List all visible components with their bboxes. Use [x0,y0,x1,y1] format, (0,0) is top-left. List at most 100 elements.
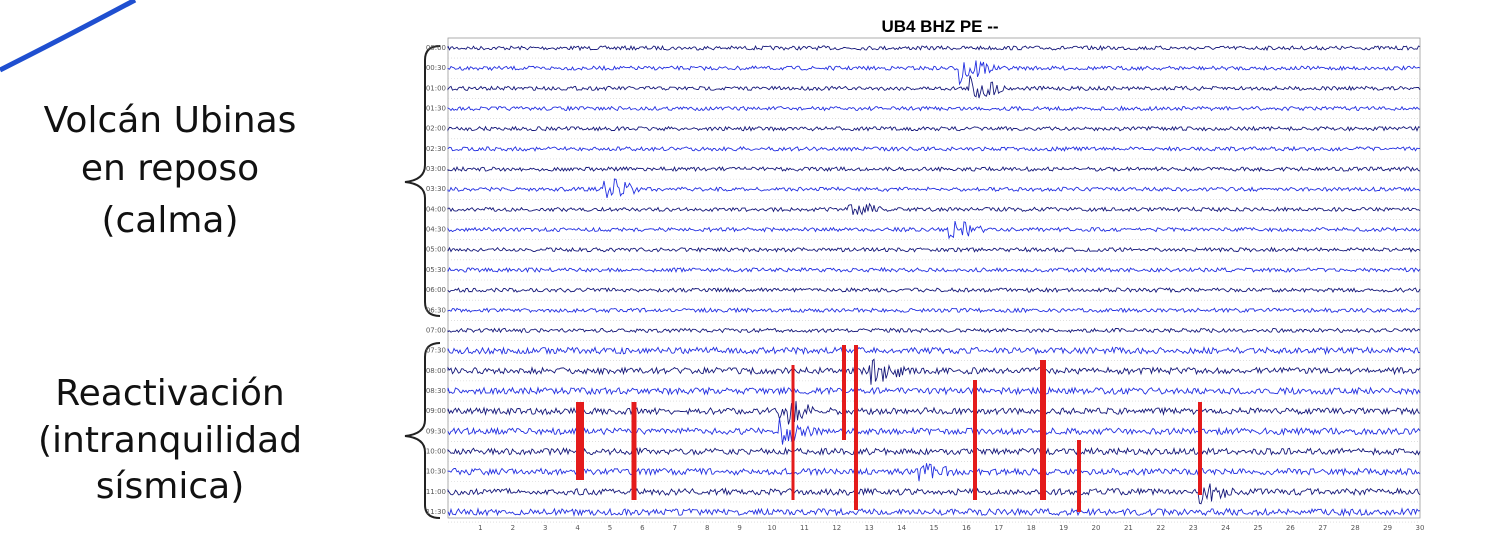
x-label: 8 [705,524,709,532]
trace [447,202,1421,216]
event-marker [631,402,637,500]
trace [447,75,1421,99]
event-marker [576,402,584,480]
trace [447,417,1421,445]
x-label: 11 [800,524,809,532]
row-label: 11:30 [426,508,446,516]
annotation-line: (intranquilidad [38,420,302,461]
x-label: 20 [1092,524,1101,532]
row-label: 06:00 [426,286,446,294]
annotation-line: Reactivación [55,373,285,414]
row-label: 07:00 [426,326,446,334]
trace [447,246,1421,253]
annotation-line: (calma) [101,200,238,241]
trace [447,125,1421,132]
x-label: 6 [640,524,645,532]
x-label: 14 [897,524,906,532]
trace [447,307,1421,314]
trace [447,358,1421,385]
event-marker [1040,360,1046,500]
x-label: 7 [673,524,677,532]
trace [447,44,1421,52]
row-label: 00:00 [426,44,446,52]
brace-rest [404,45,441,317]
row-label: 11:00 [426,488,446,496]
x-label: 12 [832,524,841,532]
event-marker [973,380,977,500]
row-label: 08:00 [426,367,446,375]
row-label: 02:30 [426,145,446,153]
x-label: 13 [865,524,874,532]
x-label: 28 [1351,524,1360,532]
x-label: 9 [737,524,741,532]
row-label: 10:00 [426,447,446,455]
brace-reactivation [404,342,441,519]
x-label: 24 [1221,524,1230,532]
x-label: 4 [575,524,580,532]
x-label: 23 [1189,524,1198,532]
trace [447,266,1421,273]
x-label: 3 [543,524,547,532]
row-label: 01:30 [426,105,446,113]
trace [447,507,1421,517]
row-label: 04:30 [426,226,446,234]
x-label: 1 [478,524,482,532]
x-label: 27 [1318,524,1327,532]
annotation-line: Volcán Ubinas [44,100,297,141]
row-label: 08:30 [426,387,446,395]
trace [447,401,1421,425]
event-marker [842,345,846,440]
trace [447,60,1421,86]
trace [447,463,1421,482]
row-label: 09:30 [426,427,446,435]
x-label: 15 [930,524,939,532]
trace [447,105,1421,112]
x-label: 26 [1286,524,1295,532]
trace [447,178,1421,199]
row-label: 00:30 [426,64,446,72]
row-label: 01:00 [426,84,446,92]
row-label: 06:30 [426,306,446,314]
trace [447,346,1421,356]
x-label: 21 [1124,524,1133,532]
x-label: 18 [1027,524,1036,532]
plot-frame [447,37,1421,519]
x-label: 25 [1254,524,1263,532]
row-label: 04:00 [426,205,446,213]
row-label: 03:30 [426,185,446,193]
row-label: 05:00 [426,246,446,254]
event-marker [1077,440,1081,512]
trace [447,287,1421,294]
annotation-line: sísmica) [96,466,244,507]
trace [447,327,1421,334]
trace [447,145,1421,152]
x-label: 16 [962,524,971,532]
row-label: 09:00 [426,407,446,415]
x-label: 29 [1383,524,1392,532]
event-marker [1198,402,1202,495]
trace [447,165,1421,173]
row-label: 03:00 [426,165,446,173]
traces [447,44,1421,523]
x-label: 30 [1416,524,1425,532]
row-label: 02:00 [426,125,446,133]
annotation-line: en reposo [81,148,259,189]
event-marker [791,365,795,500]
trace [447,386,1421,396]
trace [447,220,1421,240]
row-label: 07:30 [426,347,446,355]
x-label: 19 [1059,524,1068,532]
decorative-swoosh [0,0,137,73]
x-label: 17 [994,524,1003,532]
trace [447,483,1421,505]
event-marker [854,345,858,510]
x-label: 22 [1156,524,1165,532]
x-label: 2 [511,524,515,532]
x-label: 5 [608,524,612,532]
row-label: 05:30 [426,266,446,274]
row-label: 10:30 [426,468,446,476]
trace [447,446,1421,457]
x-label: 10 [768,524,777,532]
seismogram-title: UB4 BHZ PE -- [881,17,998,36]
